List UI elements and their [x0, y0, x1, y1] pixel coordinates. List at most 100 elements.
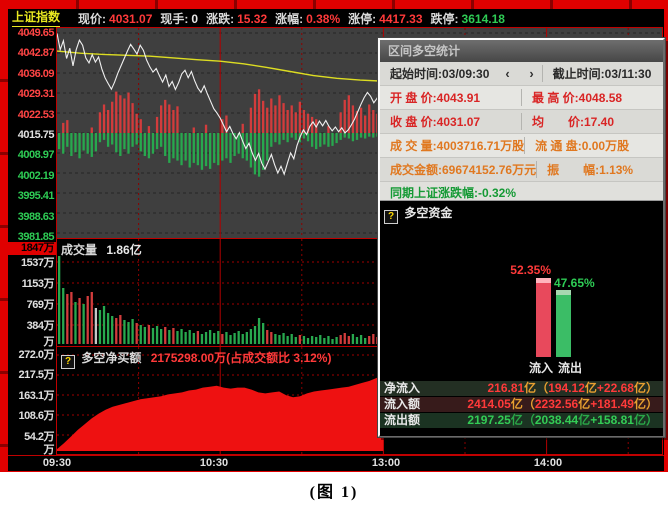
quote-field-label: 现价:	[78, 11, 107, 26]
funds-row-segment: 亿	[633, 397, 646, 411]
funds-row-segment: 216.81	[487, 381, 525, 395]
volume-title: 成交量 1.86亿	[61, 241, 142, 258]
price-axis-tick: 4029.31	[17, 88, 55, 101]
funds-row-segment: +158.81	[590, 413, 634, 427]
stats-cell: 起始时间: 03/09:30 ‹ ›	[380, 65, 543, 82]
price-line	[57, 33, 384, 176]
net-buy-area	[57, 374, 384, 451]
inflow-bar	[536, 278, 551, 357]
period-change-label: 同期上证涨跌幅:	[390, 186, 478, 200]
time-label: 09:30	[42, 457, 72, 469]
stats-cell-value: 4003716.71万股	[436, 139, 525, 153]
stats-window-titlebar[interactable]: 区间多空统计	[380, 40, 663, 62]
stats-cell-value: 69674152.76万元	[442, 163, 537, 177]
volume-axis-tick: 1153万	[21, 278, 55, 290]
funds-row-segment: 亿	[633, 381, 646, 395]
stats-cell-value: 0.00万股	[581, 139, 630, 153]
stats-row: 成交金额: 69674152.76万元振 幅: 1.13%	[380, 158, 663, 182]
time-label: 13:00	[371, 457, 401, 469]
stats-cell-label: 成 交 量:	[390, 139, 437, 153]
stats-row: 开 盘 价: 4043.91 最 高 价: 4048.58	[380, 86, 663, 110]
net-axis-tick: 万	[43, 444, 55, 456]
stats-cell: 截止时间: 03/11:30	[543, 65, 663, 82]
net-buy-title-value: 2175298.00万(占成交额比 3.12%)	[150, 351, 332, 365]
quote-field-value: 4031.07	[109, 11, 153, 26]
net-axis-tick: 54.2万	[24, 431, 54, 443]
funds-row-segment: 亿	[510, 397, 523, 411]
volume-axis-tick: 384万	[26, 320, 55, 332]
quote-info-bar: 上证指数 现价: 4031.07 现手: 0 涨跌: 15.32 涨幅: 0.38% 涨停: 44…	[8, 8, 664, 28]
stats-cell-value: 03/09:30	[442, 66, 490, 81]
quote-field-label: 涨停:	[348, 11, 377, 26]
funds-row-segment: 亿	[510, 413, 523, 427]
price-axis-tick: 4022.53	[17, 108, 55, 121]
stats-row: 成 交 量: 4003716.71万股流 通 盘: 0.00万股	[380, 134, 663, 158]
outflow-bar-cap	[556, 290, 571, 295]
funds-row: 流入额 2414.05亿（2232.56亿+181.49亿）	[380, 397, 663, 412]
avg-price-line	[57, 50, 384, 82]
window-frame-top	[0, 0, 668, 9]
inflow-bar-label: 流入	[529, 361, 554, 375]
funds-row-segment: ）	[645, 381, 658, 395]
funds-row-segment: （	[522, 397, 535, 411]
funds-panel: ? 多空资金 52.35% 47.65% 流入 流出 净流入 216.81亿（19…	[380, 200, 663, 436]
volume-axis-tick: 1847万	[8, 242, 56, 255]
stats-cell: 流 通 盘: 0.00万股	[525, 137, 663, 154]
stats-cell: 收 盘 价: 4031.07	[380, 113, 522, 130]
quote-field-label: 跌停:	[430, 11, 459, 26]
quote-field-value: 3614.18	[461, 11, 505, 26]
stats-cell-label: 振 幅:	[547, 163, 600, 177]
outflow-pct-label: 47.65%	[554, 276, 595, 290]
period-step-buttons[interactable]: ‹ ›	[505, 66, 542, 81]
stats-cell: 成交金额: 69674152.76万元	[380, 161, 538, 178]
volume-title-value: 1.86亿	[106, 243, 142, 257]
funds-row-segment: +181.49	[590, 397, 634, 411]
help-icon[interactable]: ?	[384, 210, 398, 224]
stats-cell: 最 高 价: 4048.58	[522, 89, 663, 106]
funds-header-label: 多空资金	[404, 206, 453, 220]
stats-cell-value: 4048.58	[578, 90, 623, 105]
funds-row-segment: 亿	[584, 381, 597, 395]
period-change-value: -0.32%	[478, 186, 517, 200]
price-axis-tick: 4036.09	[17, 67, 55, 80]
net-buy-title: ? 多空净买额 2175298.00万(占成交额比 3.12%)	[61, 349, 331, 369]
stats-cell-label: 均 价:	[532, 115, 584, 129]
net-axis-tick: 217.5万	[18, 369, 54, 381]
stats-cell: 成 交 量: 4003716.71万股	[380, 137, 526, 154]
funds-row-segment: （	[522, 413, 535, 427]
stats-cell: 均 价: 17.40	[522, 113, 663, 130]
quote-field-value: 15.32	[237, 11, 268, 26]
net-axis-tick: 272.0万	[18, 349, 54, 361]
stats-cell-label: 截止时间:	[552, 67, 605, 81]
volume-axis-tick: 1537万	[21, 257, 54, 269]
funds-row-segment: 2232.56	[534, 397, 579, 411]
stats-cell-value: 4043.91	[436, 90, 481, 105]
stats-cell-value: 4031.07	[436, 114, 481, 129]
price-axis-tick: 4008.97	[17, 149, 55, 162]
funds-row-segment: 亿	[633, 413, 646, 427]
inflow-pct-label: 52.35%	[510, 263, 551, 277]
funds-row-segment: （	[536, 381, 549, 395]
funds-row-value: 2414.05亿（2232.56亿+181.49亿）	[467, 397, 658, 412]
stats-cell-value: 03/11:30	[604, 66, 652, 81]
index-name-tab[interactable]: 上证指数	[12, 8, 61, 28]
stats-cell-label: 开 盘 价:	[390, 91, 437, 105]
funds-row-segment: 2414.05	[467, 397, 511, 411]
funds-row-label: 流出额	[384, 413, 421, 427]
stats-rows: 起始时间: 03/09:30 ‹ › 截止时间: 03/11:30 开 盘 价: 4043.…	[380, 62, 663, 182]
funds-header: ? 多空资金	[380, 201, 663, 224]
volume-title-label: 成交量	[61, 243, 98, 257]
window-frame-right	[664, 9, 668, 470]
quote-field-value: 0	[191, 11, 199, 26]
price-axis-tick: 3995.41	[17, 190, 55, 203]
funds-row-segment: +22.68	[596, 381, 634, 395]
time-label: 14:00	[533, 457, 563, 469]
funds-row-label: 流入额	[384, 397, 421, 411]
help-icon[interactable]: ?	[61, 355, 75, 369]
quote-fields: 现价: 4031.07 现手: 0 涨跌: 15.32 涨幅: 0.38% 涨停: 4417.33…	[70, 10, 505, 27]
time-axis: 09:30 10:30 13:00 14:00	[8, 455, 664, 471]
funds-row-segment: 194.12	[548, 381, 585, 395]
quote-field-label: 涨幅:	[275, 11, 304, 26]
volume-axis-tick: 769万	[26, 299, 55, 311]
